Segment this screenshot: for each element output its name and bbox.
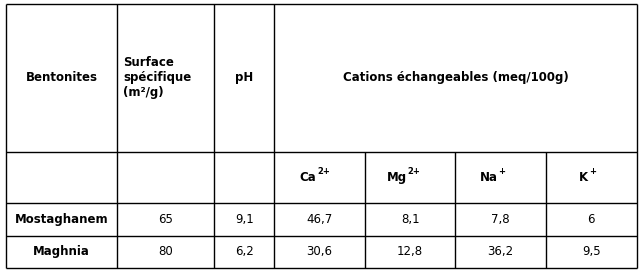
Text: 7,8: 7,8 [491,213,510,226]
Text: spécifique: spécifique [123,71,192,84]
Text: 9,5: 9,5 [582,245,601,258]
Text: Cations échangeables (meq/100g): Cations échangeables (meq/100g) [343,71,568,84]
Text: (m²/g): (m²/g) [123,86,164,99]
Text: Ca: Ca [300,171,316,184]
Text: Na: Na [480,171,498,184]
Text: Bentonites: Bentonites [26,71,98,84]
Text: Mostaghanem: Mostaghanem [15,213,109,226]
Text: 6: 6 [588,213,595,226]
Text: Maghnia: Maghnia [33,245,90,258]
Text: 9,1: 9,1 [235,213,253,226]
Text: Mg: Mg [386,171,407,184]
Text: 6,2: 6,2 [235,245,253,258]
Text: 2+: 2+ [317,167,330,176]
Text: 2+: 2+ [408,167,421,176]
Text: +: + [589,167,595,176]
Text: 30,6: 30,6 [307,245,332,258]
Text: 46,7: 46,7 [306,213,332,226]
Text: +: + [498,167,505,176]
Text: 12,8: 12,8 [397,245,423,258]
Text: 80: 80 [158,245,173,258]
Text: 8,1: 8,1 [401,213,419,226]
Text: pH: pH [235,71,253,84]
Text: K: K [579,171,588,184]
Text: Surface: Surface [123,56,174,69]
Text: 65: 65 [158,213,173,226]
Text: 36,2: 36,2 [487,245,514,258]
